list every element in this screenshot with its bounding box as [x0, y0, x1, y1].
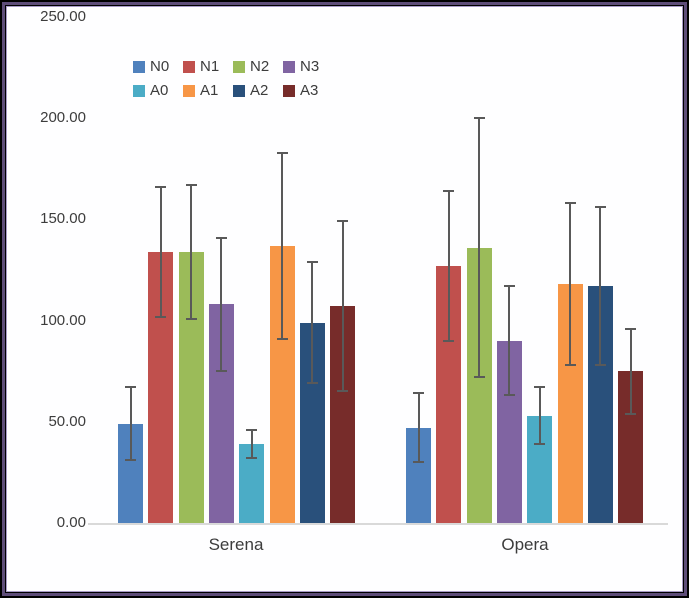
error-bar-cap: [185, 317, 197, 320]
y-tick-label: 0.00: [56, 514, 86, 531]
legend-swatch-a0-icon: [133, 85, 145, 97]
legend-item-n1: N1: [183, 59, 233, 75]
error-bar-cap: [276, 151, 288, 154]
legend-item-a2: A2: [233, 83, 283, 99]
error-bar-cap: [185, 183, 197, 186]
category-label-serena: Serena: [208, 535, 264, 554]
error-bar-cap: [594, 206, 606, 209]
error-bar-line: [220, 237, 223, 372]
error-bar-line: [599, 207, 602, 366]
error-bar-cap: [443, 339, 455, 342]
error-bar-cap: [564, 364, 576, 367]
error-bar-cap: [564, 202, 576, 205]
legend-label: A0: [150, 82, 169, 99]
error-bar-line: [629, 328, 632, 414]
error-bar-cap: [155, 315, 167, 318]
legend-label: N2: [250, 58, 270, 75]
legend: N0 N1 N2 N3 A0 A1 A2 A3: [133, 55, 333, 103]
error-bar-cap: [215, 370, 227, 373]
error-bar-cap: [473, 117, 485, 120]
legend-label: A1: [200, 82, 219, 99]
error-bar-line: [311, 261, 314, 384]
error-bar-cap: [413, 461, 424, 464]
error-bar-cap: [337, 220, 349, 223]
error-bar-cap: [306, 382, 318, 385]
error-bar-cap: [625, 412, 637, 415]
x-axis-line: [88, 523, 668, 525]
chart-canvas: 250.00 200.00 150.00 100.00 50.00 0.00 N0 N1 N2…: [6, 6, 683, 592]
legend-label: N3: [300, 58, 320, 75]
error-bar-line: [190, 184, 193, 319]
error-bar-cap: [534, 386, 546, 389]
legend-label: N0: [150, 58, 170, 75]
error-bar-cap: [625, 327, 637, 330]
error-bar-cap: [155, 186, 167, 189]
y-tick-label: 150.00: [40, 210, 86, 228]
error-bar-line: [129, 387, 132, 461]
error-bar-cap: [534, 443, 546, 446]
error-bar-cap: [125, 386, 136, 389]
error-bar-cap: [215, 236, 227, 239]
legend-item-a0: A0: [133, 83, 183, 99]
error-bar-line: [508, 286, 511, 396]
error-bar-cap: [246, 457, 258, 460]
error-bar-cap: [594, 364, 606, 367]
error-bar-line: [281, 152, 283, 339]
error-bar-cap: [337, 390, 349, 393]
error-bar-cap: [443, 190, 455, 193]
error-bar-line: [250, 429, 253, 459]
legend-swatch-a3-icon: [283, 85, 295, 97]
legend-item-n2: N2: [233, 59, 283, 75]
legend-swatch-n0-icon: [133, 61, 145, 73]
legend-label: A2: [250, 82, 269, 99]
legend-label: A3: [300, 82, 319, 99]
legend-item-n3: N3: [283, 59, 333, 75]
error-bar-line: [341, 221, 344, 392]
plot-area: [6, 6, 683, 592]
error-bar-line: [538, 387, 541, 445]
legend-swatch-n1-icon: [183, 61, 195, 73]
error-bar-cap: [246, 428, 258, 431]
legend-item-n0: N0: [133, 59, 183, 75]
error-bar-cap: [306, 260, 318, 263]
error-bar-cap: [413, 392, 424, 395]
legend-label: N1: [200, 58, 220, 75]
legend-swatch-a2-icon: [233, 85, 245, 97]
category-label-opera: Opera: [501, 535, 549, 554]
legend-item-a3: A3: [283, 83, 333, 99]
error-bar-cap: [503, 285, 515, 288]
legend-item-a1: A1: [183, 83, 233, 99]
error-bar-line: [478, 118, 481, 378]
error-bar-line: [569, 203, 571, 366]
y-tick-label: 100.00: [40, 311, 86, 329]
legend-swatch-a1-icon: [183, 85, 195, 97]
legend-swatch-n2-icon: [233, 61, 245, 73]
legend-swatch-n3-icon: [283, 61, 295, 73]
error-bar-line: [159, 187, 162, 317]
y-tick-label: 200.00: [40, 109, 86, 127]
error-bar-line: [447, 191, 450, 341]
error-bar-line: [417, 393, 420, 463]
error-bar-cap: [473, 376, 485, 379]
error-bar-cap: [503, 394, 515, 397]
error-bar-cap: [125, 459, 136, 462]
y-tick-label: 50.00: [48, 412, 86, 430]
y-tick-label: 250.00: [40, 8, 86, 25]
error-bar-cap: [276, 337, 288, 340]
